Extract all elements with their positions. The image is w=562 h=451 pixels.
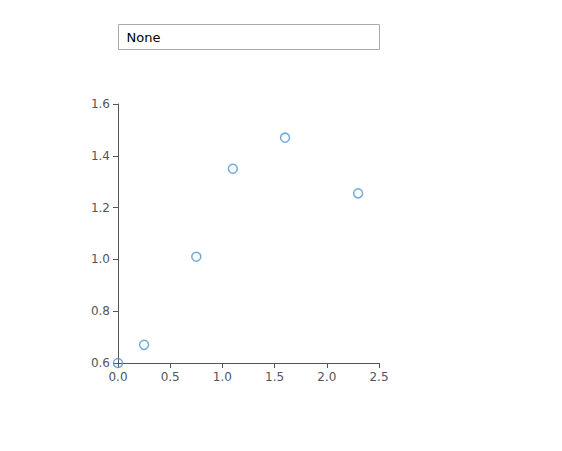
svg-text:1.4: 1.4	[91, 149, 110, 163]
svg-text:1.0: 1.0	[213, 370, 232, 384]
svg-text:0.0: 0.0	[108, 370, 127, 384]
svg-text:1.6: 1.6	[91, 97, 110, 111]
svg-text:1.0: 1.0	[91, 252, 110, 266]
svg-text:2.0: 2.0	[317, 370, 336, 384]
svg-text:1.2: 1.2	[91, 201, 110, 215]
svg-text:1.5: 1.5	[265, 370, 284, 384]
svg-text:0.5: 0.5	[161, 370, 180, 384]
svg-text:2.5: 2.5	[369, 370, 388, 384]
svg-text:0.6: 0.6	[91, 356, 110, 370]
svg-text:None: None	[127, 30, 161, 45]
svg-text:0.8: 0.8	[91, 304, 110, 318]
